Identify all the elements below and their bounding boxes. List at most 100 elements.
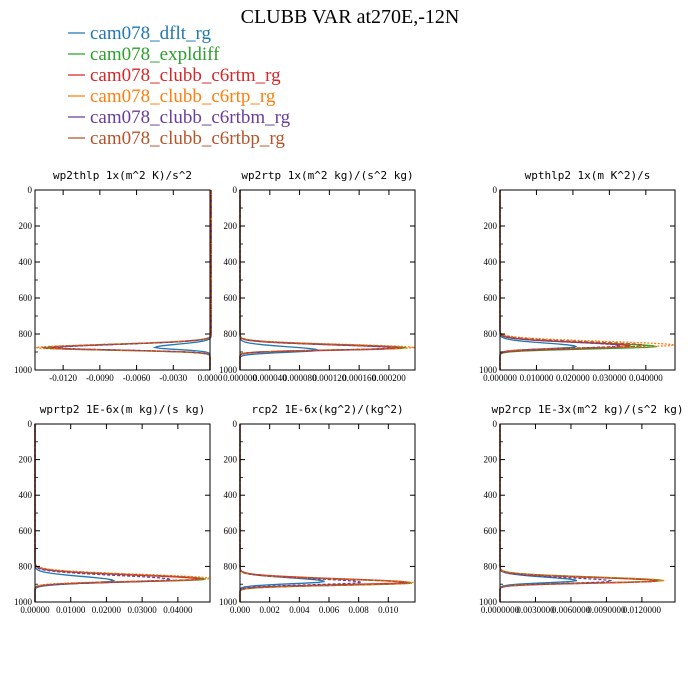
legend-label: cam078_dflt_rg — [90, 23, 212, 44]
series-line-cam078_expldiff — [34, 424, 206, 602]
x-tick-label: 0.000000 — [223, 373, 257, 383]
series-line-cam078_expldiff — [239, 190, 407, 370]
x-tick-label: 0.004 — [289, 605, 310, 615]
panel-title: wp2rtp 1x(m^2 kg)/(s^2 kg) — [241, 169, 413, 182]
series-line-cam078_clubb_c6rtbp_rg — [499, 190, 646, 370]
series-line-cam078_clubb_c6rtbp_rg — [499, 424, 659, 602]
y-tick-label: 1000 — [479, 597, 498, 607]
x-tick-label: 0.000160 — [342, 373, 376, 383]
x-tick-label: 0.002 — [260, 605, 280, 615]
y-tick-label: 400 — [224, 257, 238, 267]
x-tick-label: 0.03000 — [128, 605, 158, 615]
y-tick-label: 600 — [19, 293, 33, 303]
x-tick-label: -0.0060 — [123, 373, 151, 383]
x-tick-label: 0.000200 — [372, 373, 406, 383]
series-line-cam078_clubb_c6rtbm_rg — [34, 424, 173, 602]
x-tick-label: 0.000000 — [483, 373, 517, 383]
x-tick-label: 0.006 — [319, 605, 340, 615]
y-tick-label: 400 — [224, 490, 238, 500]
x-tick-label: 0.008 — [349, 605, 370, 615]
series-line-cam078_clubb_c6rtp_rg — [34, 424, 210, 602]
x-tick-label: 0.000080 — [283, 373, 317, 383]
y-tick-label: 600 — [484, 526, 498, 536]
legend-label: cam078_clubb_c6rtbp_rg — [90, 128, 285, 149]
y-tick-label: 200 — [484, 221, 498, 231]
legend-label: cam078_expldiff — [90, 44, 220, 65]
series-line-cam078_clubb_c6rtm_rg — [239, 190, 400, 370]
panel-title: rcp2 1E-6x(kg^2)/(kg^2) — [251, 403, 403, 416]
panel-title: wprtp2 1E-6x(m kg)/(s kg) — [40, 403, 206, 416]
x-tick-label: -0.0090 — [86, 373, 114, 383]
y-tick-label: 600 — [484, 293, 498, 303]
x-tick-label: 0.040000 — [629, 373, 663, 383]
panel: wp2thlp 1x(m^2 K)/s^2 0 200 400 600 800 1000 -0… — [14, 169, 223, 383]
x-tick-label: 0.0000000 — [481, 605, 520, 615]
y-tick-label: 600 — [19, 526, 33, 536]
y-tick-label: 0 — [493, 419, 498, 429]
y-tick-label: 1000 — [14, 365, 33, 375]
y-tick-label: 0 — [233, 419, 238, 429]
x-tick-label: 0.000 — [230, 605, 251, 615]
legend-entry: cam078_dflt_rg — [68, 23, 212, 44]
panel-title: wpthlp2 1x(m K^2)/s — [525, 169, 651, 182]
legend-label: cam078_clubb_c6rtm_rg — [90, 65, 281, 86]
legend-entry: cam078_clubb_c6rtp_rg — [68, 86, 276, 107]
y-tick-label: 1000 — [479, 365, 498, 375]
x-tick-label: 0.0000 — [198, 373, 223, 383]
legend: cam078_dflt_rgcam078_expldiffcam078_club… — [68, 23, 291, 149]
y-tick-label: 800 — [224, 329, 238, 339]
x-tick-label: 0.0120000 — [623, 605, 662, 615]
plot-frame — [239, 189, 416, 371]
y-tick-label: 1000 — [219, 597, 238, 607]
x-tick-label: 0.020000 — [556, 373, 590, 383]
y-tick-label: 400 — [19, 490, 33, 500]
series-line-cam078_clubb_c6rtp_rg — [239, 190, 415, 370]
x-tick-label: 0.02000 — [92, 605, 122, 615]
series-line-cam078_clubb_c6rtbp_rg — [41, 190, 212, 370]
series-group — [34, 424, 210, 602]
x-tick-label: 0.0030000 — [516, 605, 555, 615]
x-tick-label: 0.0060000 — [552, 605, 591, 615]
y-tick-label: 1000 — [14, 597, 33, 607]
y-tick-label: 200 — [224, 455, 238, 465]
x-tick-label: 0.00000 — [20, 605, 50, 615]
y-tick-label: 800 — [19, 329, 33, 339]
panel: wpthlp2 1x(m K^2)/s 0 200 400 600 800 10000.00… — [479, 169, 676, 383]
y-tick-label: 0 — [28, 185, 33, 195]
figure-title: CLUBB VAR at270E,-12N — [241, 6, 460, 28]
y-tick-label: 800 — [224, 561, 238, 571]
y-tick-label: 800 — [19, 561, 33, 571]
x-tick-label: 0.01000 — [56, 605, 86, 615]
y-tick-label: 400 — [484, 257, 498, 267]
y-tick-label: 200 — [484, 455, 498, 465]
legend-entry: cam078_clubb_c6rtm_rg — [68, 65, 281, 86]
series-group — [499, 190, 675, 370]
series-group — [35, 190, 212, 370]
legend-entry: cam078_clubb_c6rtbp_rg — [68, 128, 285, 149]
x-tick-label: -0.0120 — [49, 373, 77, 383]
y-tick-label: 400 — [19, 257, 33, 267]
x-tick-label: 0.010 — [378, 605, 399, 615]
series-group — [239, 190, 415, 370]
y-tick-label: 1000 — [219, 365, 238, 375]
y-tick-label: 200 — [224, 221, 238, 231]
y-tick-label: 200 — [19, 221, 33, 231]
y-tick-label: 0 — [493, 185, 498, 195]
series-line-cam078_dflt_rg — [499, 190, 577, 370]
legend-label: cam078_clubb_c6rtp_rg — [90, 86, 276, 107]
panels: wp2thlp 1x(m^2 K)/s^2 0 200 400 600 800 1000 -0… — [14, 169, 684, 615]
x-tick-label: 0.010000 — [520, 373, 554, 383]
x-tick-label: 0.000120 — [312, 373, 346, 383]
legend-entry: cam078_expldiff — [68, 44, 220, 65]
series-group — [499, 424, 665, 602]
series-group — [239, 424, 415, 602]
x-tick-label: 0.04000 — [163, 605, 193, 615]
panel: rcp2 1E-6x(kg^2)/(kg^2) 0 200 400 600 800 1000… — [219, 403, 416, 615]
legend-label: cam078_clubb_c6rtbm_rg — [90, 107, 291, 128]
panel-title: wp2rcp 1E-3x(m^2 kg)/(s^2 kg) — [491, 403, 683, 416]
y-tick-label: 0 — [233, 185, 238, 195]
y-tick-label: 800 — [484, 561, 498, 571]
series-line-cam078_dflt_rg — [239, 424, 325, 602]
y-tick-label: 600 — [224, 526, 238, 536]
